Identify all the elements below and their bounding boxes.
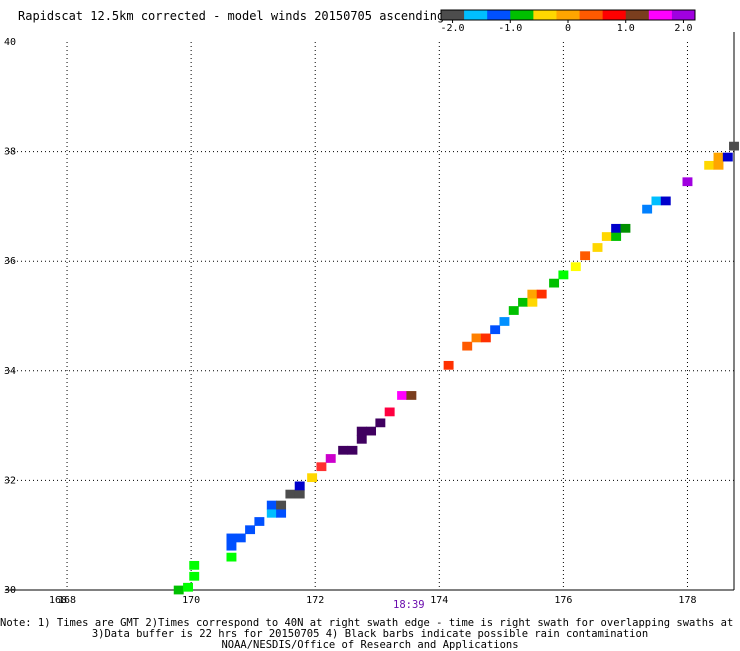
data-point	[397, 391, 408, 400]
data-point	[226, 533, 237, 543]
data-point	[549, 278, 560, 288]
y-tick-label: 30	[4, 585, 16, 596]
data-point	[276, 508, 287, 518]
data-point	[536, 289, 547, 299]
data-point	[499, 317, 510, 326]
x-tick-label: 168	[49, 595, 67, 606]
x-tick-label: 168	[58, 595, 76, 606]
data-point	[558, 270, 569, 280]
colorbar-swatch	[510, 10, 534, 20]
data-point	[518, 297, 529, 307]
x-tick-label: 174	[430, 595, 448, 606]
data-point	[235, 533, 246, 543]
data-point	[189, 560, 200, 570]
data-point	[527, 297, 538, 307]
y-tick-label: 34	[4, 366, 16, 377]
colorbar-swatch	[533, 10, 557, 20]
colorbar-swatch	[671, 10, 696, 20]
note-line-3: NOAA/NESDIS/Office of Research and Appli…	[221, 639, 519, 651]
data-point	[642, 204, 653, 214]
y-tick-label: 32	[4, 475, 16, 486]
colorbar-swatch	[579, 10, 604, 20]
data-point	[601, 232, 612, 241]
data-point	[285, 489, 296, 499]
data-point	[729, 141, 739, 151]
data-point	[471, 333, 482, 343]
data-point	[366, 426, 377, 436]
data-point	[660, 196, 671, 206]
data-point	[307, 473, 318, 483]
data-point	[338, 445, 349, 455]
data-point	[189, 571, 200, 581]
colorbar-tick-label: 0	[565, 23, 571, 34]
y-tick-label: 38	[4, 147, 16, 158]
data-point	[713, 152, 724, 162]
data-point	[462, 341, 473, 351]
data-point	[384, 407, 395, 417]
chart-title: Rapidscat 12.5km corrected - model winds…	[18, 9, 445, 23]
data-point	[266, 500, 277, 510]
data-point	[245, 525, 256, 535]
data-points	[173, 141, 739, 595]
note-line-1: Note: 1) Times are GMT 2)Times correspon…	[0, 617, 740, 629]
time-label: 18:39	[393, 599, 425, 611]
data-point	[570, 262, 581, 272]
data-point	[580, 251, 591, 261]
colorbar-tick-label: 2.0	[674, 23, 692, 34]
y-tick-label: 40	[4, 37, 16, 48]
data-point	[611, 232, 622, 241]
colorbar-swatch	[602, 10, 627, 20]
colorbar-swatch	[625, 10, 650, 20]
colorbar: -2.0 -1.0 0 1.0 2.0	[440, 9, 696, 34]
colorbar-tick-label: -1.0	[498, 23, 522, 34]
data-point	[651, 196, 662, 206]
grid-lines	[5, 42, 734, 590]
colorbar-tick-label: 1.0	[617, 23, 635, 34]
data-point	[316, 462, 327, 472]
data-point	[294, 481, 305, 491]
x-tick-label: 172	[306, 595, 324, 606]
data-point	[294, 489, 305, 499]
x-tick-label: 176	[554, 595, 572, 606]
data-point	[406, 391, 417, 400]
data-point	[722, 152, 733, 162]
y-tick-label: 36	[4, 256, 16, 267]
data-point	[356, 426, 367, 436]
colorbar-swatch	[441, 10, 465, 20]
data-point	[183, 582, 193, 592]
data-point	[347, 445, 358, 455]
note-line-2: 3)Data buffer is 22 hrs for 20150705 4) …	[91, 628, 649, 640]
colorbar-swatch	[464, 10, 488, 20]
data-point	[713, 160, 724, 170]
colorbar-swatch	[487, 10, 511, 20]
data-point	[480, 333, 491, 343]
colorbar-tick-label: -2.0	[440, 23, 464, 34]
data-point	[443, 360, 454, 370]
data-point	[592, 243, 603, 252]
axes	[5, 32, 735, 591]
data-point	[611, 223, 622, 233]
data-point	[490, 325, 501, 335]
data-point	[226, 541, 237, 551]
colorbar-swatch	[556, 10, 581, 20]
data-point	[375, 418, 386, 428]
data-point	[620, 223, 631, 233]
data-point	[254, 517, 265, 526]
data-point	[508, 306, 519, 315]
data-point	[682, 177, 693, 187]
data-point	[704, 160, 715, 170]
x-tick-label: 170	[182, 595, 200, 606]
data-point	[356, 434, 367, 444]
data-point	[173, 585, 184, 595]
data-point	[226, 552, 237, 562]
x-tick-label: 178	[678, 595, 696, 606]
data-point	[325, 454, 336, 463]
data-point	[266, 508, 277, 518]
colorbar-swatch	[648, 10, 673, 20]
data-point	[276, 500, 287, 510]
data-point	[527, 289, 538, 299]
